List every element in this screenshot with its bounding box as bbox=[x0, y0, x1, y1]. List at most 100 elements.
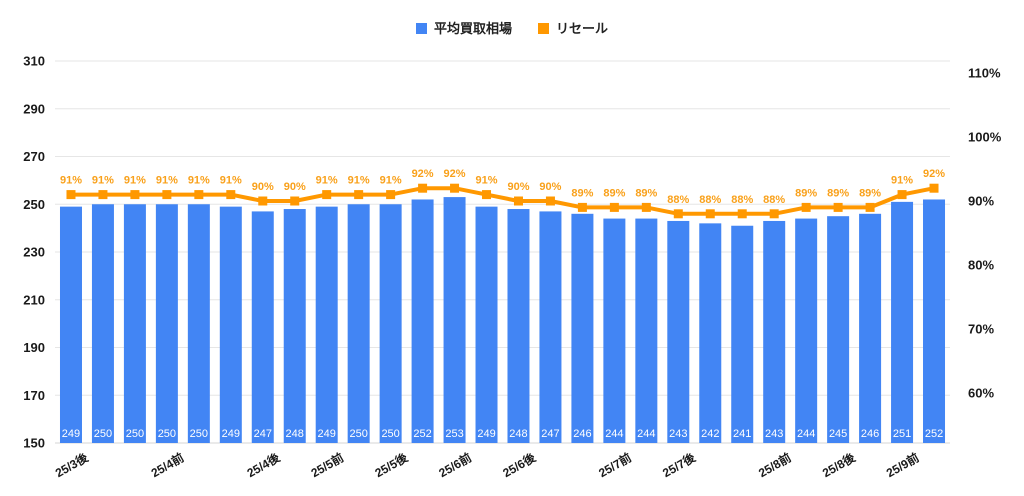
bar-value-label: 245 bbox=[829, 428, 847, 440]
line-point-3[interactable] bbox=[162, 190, 172, 200]
bar-27[interactable] bbox=[923, 199, 946, 443]
line-point-10[interactable] bbox=[386, 190, 396, 200]
bar-21[interactable] bbox=[731, 225, 754, 443]
right-axis-tick-label: 60% bbox=[968, 386, 994, 401]
bar-7[interactable] bbox=[283, 209, 306, 443]
line-point-19[interactable] bbox=[673, 209, 683, 219]
bar-12[interactable] bbox=[443, 197, 466, 443]
bar-18[interactable] bbox=[635, 218, 658, 443]
legend-item-average-price[interactable]: 平均買取相場 bbox=[415, 21, 512, 36]
line-point-11[interactable] bbox=[418, 183, 428, 193]
line-point-27[interactable] bbox=[929, 183, 939, 193]
bar-10[interactable] bbox=[379, 204, 402, 443]
bar-14[interactable] bbox=[507, 209, 530, 443]
bar-value-label: 247 bbox=[254, 428, 272, 440]
bar-3[interactable] bbox=[155, 204, 178, 443]
bar-17[interactable] bbox=[603, 218, 626, 443]
line-value-label: 92% bbox=[923, 168, 945, 180]
bar-value-label: 250 bbox=[94, 428, 112, 440]
line-point-21[interactable] bbox=[737, 209, 747, 219]
line-value-label: 88% bbox=[731, 194, 753, 206]
legend-swatch-line-series-icon bbox=[538, 23, 549, 34]
resale-line bbox=[68, 186, 937, 216]
chart-legend: 平均買取相場 リセール bbox=[0, 22, 1024, 35]
bar-22[interactable] bbox=[763, 220, 786, 443]
bar-value-label: 252 bbox=[925, 428, 943, 440]
line-value-label: 91% bbox=[380, 175, 402, 187]
bar-value-label: 249 bbox=[62, 428, 80, 440]
right-axis-tick-label: 80% bbox=[968, 258, 994, 273]
line-point-5[interactable] bbox=[226, 190, 236, 200]
line-point-22[interactable] bbox=[769, 209, 779, 219]
line-point-4[interactable] bbox=[194, 190, 204, 200]
bar-15[interactable] bbox=[539, 211, 562, 443]
bar-24[interactable] bbox=[827, 216, 850, 443]
bar-1[interactable] bbox=[91, 204, 114, 443]
legend-label-resale: リセール bbox=[556, 21, 609, 36]
bar-16[interactable] bbox=[571, 213, 594, 443]
bar-value-label: 249 bbox=[477, 428, 495, 440]
bar-25[interactable] bbox=[859, 213, 882, 443]
line-point-7[interactable] bbox=[290, 196, 300, 206]
line-point-14[interactable] bbox=[513, 196, 523, 206]
line-point-24[interactable] bbox=[833, 202, 843, 212]
bar-value-label: 249 bbox=[222, 428, 240, 440]
line-point-23[interactable] bbox=[801, 202, 811, 212]
bar-0[interactable] bbox=[59, 206, 82, 443]
line-point-0[interactable] bbox=[66, 190, 76, 200]
bar-23[interactable] bbox=[795, 218, 818, 443]
y-axis-tick-label: 230 bbox=[23, 245, 45, 260]
bar-26[interactable] bbox=[891, 201, 914, 443]
bar-value-label: 252 bbox=[413, 428, 431, 440]
line-point-26[interactable] bbox=[897, 190, 907, 200]
line-point-13[interactable] bbox=[482, 190, 492, 200]
legend-label-average-price: 平均買取相場 bbox=[433, 21, 512, 36]
line-point-6[interactable] bbox=[258, 196, 268, 206]
bar-13[interactable] bbox=[475, 206, 498, 443]
line-point-1[interactable] bbox=[98, 190, 108, 200]
x-axis-tick-label: 25/8後 bbox=[820, 449, 859, 480]
line-point-18[interactable] bbox=[641, 202, 651, 212]
line-point-2[interactable] bbox=[130, 190, 140, 200]
line-value-label: 90% bbox=[539, 181, 561, 193]
bar-value-label: 251 bbox=[893, 428, 911, 440]
bar-5[interactable] bbox=[219, 206, 242, 443]
line-point-20[interactable] bbox=[705, 209, 715, 219]
y-axis-tick-label: 270 bbox=[23, 149, 45, 164]
line-value-label: 90% bbox=[252, 181, 274, 193]
bar-11[interactable] bbox=[411, 199, 434, 443]
x-axis-tick-label: 25/7前 bbox=[596, 450, 634, 481]
bar-value-label: 243 bbox=[669, 428, 687, 440]
line-value-label: 90% bbox=[284, 181, 306, 193]
bar-19[interactable] bbox=[667, 220, 690, 443]
bar-value-label: 249 bbox=[318, 428, 336, 440]
line-value-label: 92% bbox=[412, 168, 434, 180]
legend-item-resale[interactable]: リセール bbox=[538, 22, 608, 35]
line-point-9[interactable] bbox=[354, 190, 364, 200]
line-value-label: 91% bbox=[156, 175, 178, 187]
line-value-label: 89% bbox=[635, 187, 657, 199]
line-point-17[interactable] bbox=[609, 202, 619, 212]
line-point-8[interactable] bbox=[322, 190, 332, 200]
bar-2[interactable] bbox=[123, 204, 146, 443]
legend-swatch-bar-series-icon bbox=[415, 23, 427, 34]
line-value-label: 91% bbox=[188, 175, 210, 187]
x-axis-tick-label: 25/9前 bbox=[883, 450, 921, 481]
bar-value-label: 250 bbox=[381, 428, 399, 440]
bar-value-label: 248 bbox=[286, 428, 304, 440]
bar-8[interactable] bbox=[315, 206, 338, 443]
bar-6[interactable] bbox=[251, 211, 274, 443]
line-point-12[interactable] bbox=[450, 183, 460, 193]
line-value-label: 91% bbox=[891, 175, 913, 187]
line-point-25[interactable] bbox=[865, 202, 875, 212]
bar-20[interactable] bbox=[699, 223, 722, 443]
right-axis-tick-label: 110% bbox=[968, 66, 1001, 81]
bar-4[interactable] bbox=[187, 204, 210, 443]
x-axis-tick-label: 25/7後 bbox=[660, 449, 699, 480]
right-axis-tick-label: 100% bbox=[968, 130, 1002, 145]
y-axis-tick-label: 290 bbox=[23, 101, 45, 116]
bar-value-label: 244 bbox=[605, 428, 623, 440]
bar-9[interactable] bbox=[347, 204, 370, 443]
line-point-16[interactable] bbox=[577, 202, 587, 212]
line-point-15[interactable] bbox=[545, 196, 555, 206]
